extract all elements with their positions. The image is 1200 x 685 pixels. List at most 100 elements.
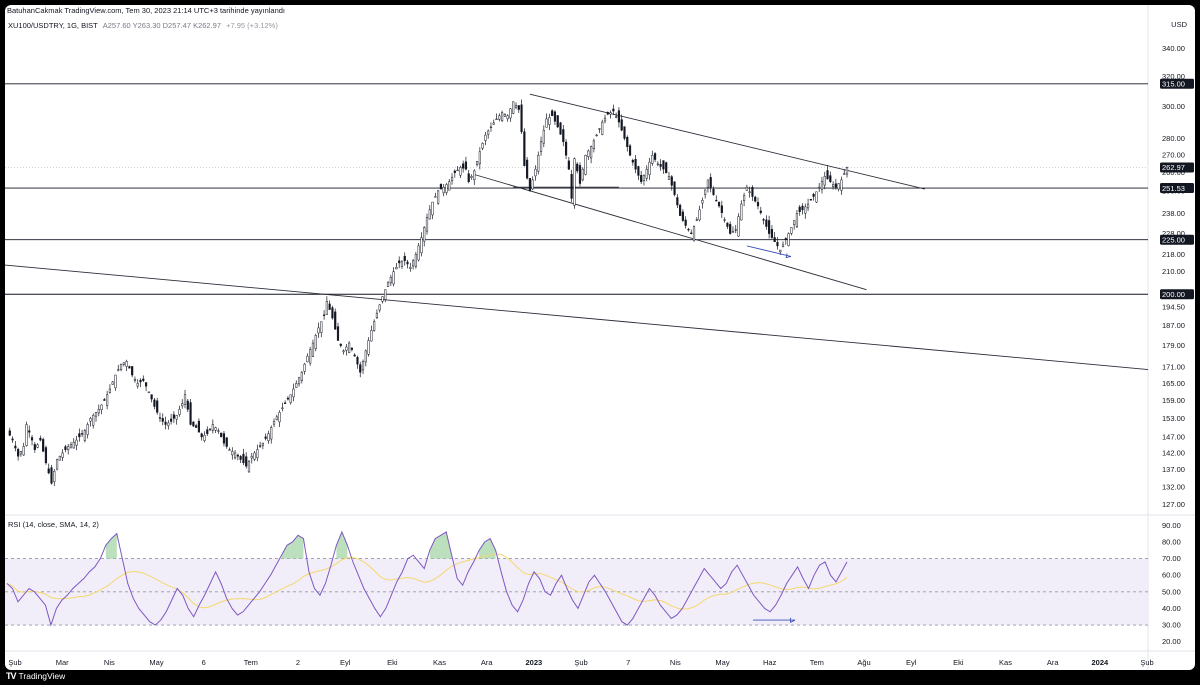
price-tick-label: 171.00 (1162, 362, 1185, 371)
candle-up (748, 191, 751, 193)
candle-down (331, 307, 334, 319)
candle-up (275, 416, 278, 421)
candle-down (336, 326, 340, 341)
time-tick-label: Şub (8, 658, 21, 667)
symbol-title[interactable]: XU100/USDTRY, 1G, BIST (8, 21, 98, 30)
price-tick-label: 270.00 (1162, 151, 1185, 160)
candle-down (156, 400, 159, 413)
time-tick-label: 2023 (525, 658, 542, 667)
time-tick-label: Nis (670, 658, 681, 667)
candle-down (164, 421, 167, 425)
candle-up (743, 195, 746, 202)
candle-down (264, 436, 267, 439)
candle-down (520, 104, 523, 133)
candle-down (562, 129, 565, 142)
last-price-label: 262.97 (1162, 163, 1185, 172)
price-tick-label: 210.00 (1162, 267, 1185, 276)
price-tick-label: 187.00 (1162, 321, 1185, 330)
ohlc-values: A257.60 Y263.30 D257.47 K262.97 (102, 21, 222, 30)
price-tick-label: 159.00 (1162, 396, 1185, 405)
candle-up (228, 449, 231, 451)
candle-down (726, 222, 729, 227)
candle-up (133, 378, 137, 381)
candle-down (28, 430, 31, 433)
candle-up (86, 424, 89, 435)
candle-up (428, 209, 431, 220)
footer-bar: TV TradingView (0, 670, 1200, 685)
candle-down (673, 181, 676, 195)
candle-up (815, 191, 818, 203)
candle-up (367, 340, 370, 355)
level-badge (1160, 183, 1194, 194)
candle-down (225, 437, 228, 447)
currency-label[interactable]: USD (1171, 20, 1187, 29)
candle-up (370, 330, 373, 342)
candle-up (270, 427, 273, 440)
candle-down (765, 219, 768, 227)
candle-up (261, 442, 264, 446)
candle-down (239, 456, 242, 460)
candle-up (595, 134, 598, 137)
candle-down (626, 137, 629, 147)
candle-up (119, 363, 123, 370)
candle-up (740, 203, 743, 221)
candle-up (364, 350, 367, 363)
candle-down (242, 453, 245, 464)
time-tick-label: Ağu (857, 658, 870, 667)
rsi-tick-label: 40.00 (1162, 604, 1181, 613)
rsi-legend: RSI (14, close, SMA, 14, 2) (8, 520, 99, 529)
candle-up (381, 296, 384, 302)
candle-down (526, 159, 529, 179)
chart-frame: 340.00 320.00 300.00 280.00 270.00 260.00 2 50.… (5, 5, 1195, 670)
price-tick-label: 280.00 (1162, 134, 1185, 143)
price-tick-label: 300.00 (1162, 102, 1185, 111)
time-tick-label: Eki (387, 658, 398, 667)
time-tick-label: Eki (953, 658, 964, 667)
candle-down (768, 220, 771, 234)
chart-canvas[interactable]: 340.00 320.00 300.00 280.00 270.00 260.00 2 50.… (5, 5, 1195, 670)
time-tick-label: 6 (202, 658, 206, 667)
candle-up (395, 267, 398, 270)
level-badge-label: 315.00 (1162, 80, 1185, 89)
candle-up (309, 349, 312, 364)
candle-down (131, 366, 134, 376)
candle-up (823, 176, 826, 186)
candle-down (551, 110, 554, 117)
candle-down (676, 197, 679, 206)
candle-down (245, 456, 248, 467)
time-tick-label: Tem (244, 658, 258, 667)
candle-down (687, 228, 690, 231)
candle-down (42, 439, 45, 452)
candle-down (323, 314, 326, 316)
candle-down (729, 224, 732, 234)
rsi-divergence-arrow-head (790, 617, 796, 623)
time-tick-label: Ara (1047, 658, 1060, 667)
candle-up (706, 179, 710, 188)
candle-up (122, 362, 125, 365)
candle-up (267, 433, 270, 442)
candle-down (8, 430, 11, 436)
tradingview-logo[interactable]: TV TradingView (6, 671, 65, 681)
candle-up (36, 444, 39, 448)
candle-down (834, 183, 837, 188)
rsi-tick-label: 80.00 (1162, 537, 1181, 546)
price-tick-label: 340.00 (1162, 44, 1185, 53)
candle-up (295, 383, 298, 388)
candle-down (576, 163, 579, 172)
candle-down (286, 397, 290, 400)
time-tick-label: Kas (999, 658, 1012, 667)
candle-up (136, 383, 139, 387)
candle-down (798, 206, 801, 212)
rsi-overbought-fill (105, 533, 117, 559)
candle-down (631, 160, 634, 163)
candle-up (114, 374, 117, 389)
candle-up (603, 117, 607, 122)
price-tick-label: 260.00 (1162, 168, 1185, 177)
candle-down (439, 183, 442, 190)
candle-up (253, 452, 256, 460)
time-tick-label: May (149, 658, 163, 667)
time-tick-label: Tem (810, 658, 824, 667)
candle-up (804, 206, 807, 214)
candle-down (259, 445, 262, 447)
candle-up (537, 154, 540, 172)
